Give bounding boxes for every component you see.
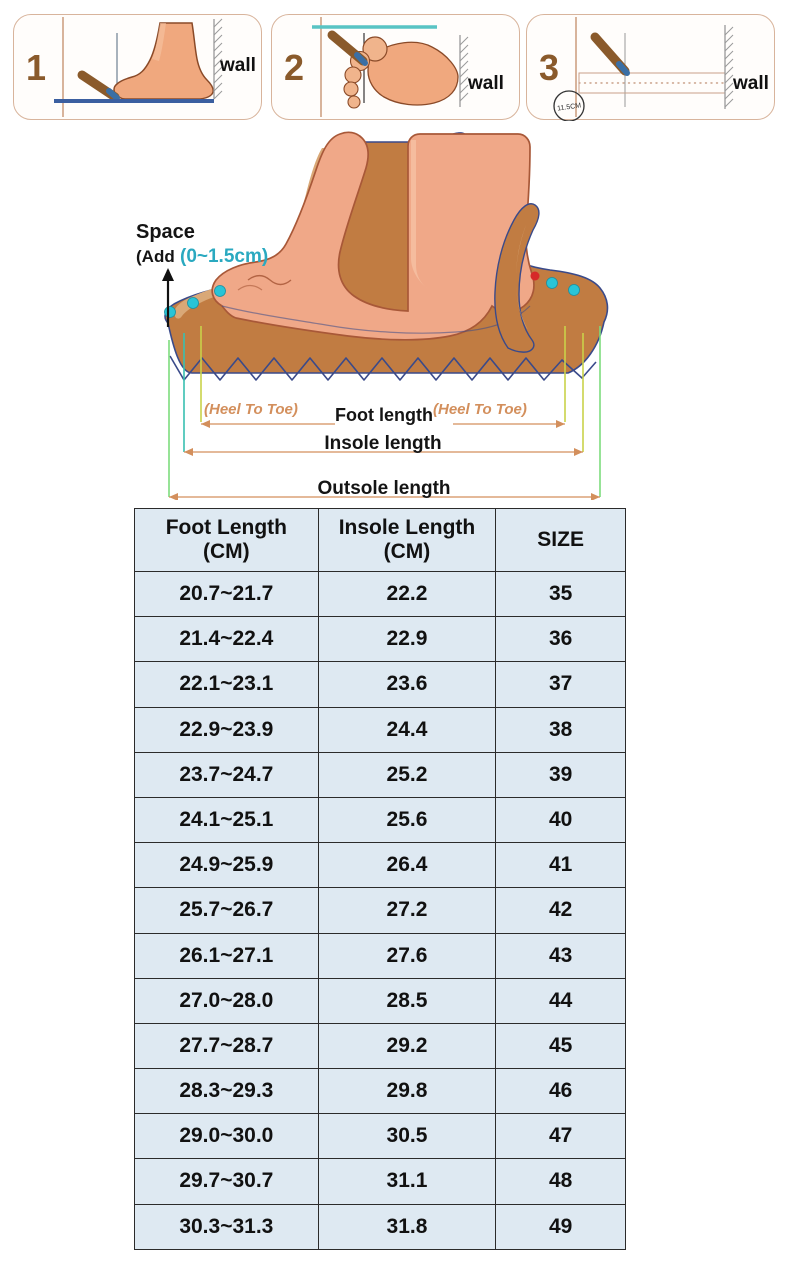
svg-text:Insole length: Insole length (324, 433, 441, 454)
svg-text:(Add: (Add (136, 247, 175, 266)
svg-text:Outsole length: Outsole length (318, 478, 451, 499)
svg-text:(0~1.5cm): (0~1.5cm) (180, 246, 268, 267)
svg-text:Space: Space (136, 221, 195, 243)
svg-text:Foot length: Foot length (335, 405, 433, 425)
svg-text:(Heel To Toe): (Heel To Toe) (433, 401, 527, 418)
svg-text:11.5CM: 11.5CM (557, 102, 582, 112)
svg-text:(Heel To Toe): (Heel To Toe) (204, 401, 298, 418)
